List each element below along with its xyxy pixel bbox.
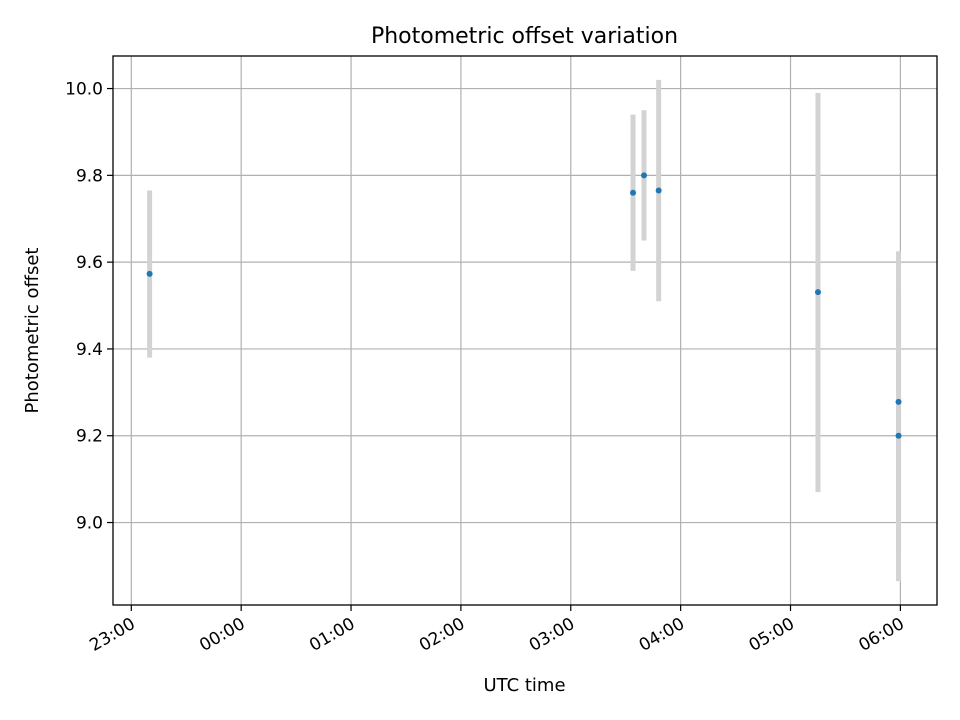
y-axis-label: Photometric offset [22,248,43,414]
x-axis-label: UTC time [483,675,565,696]
data-points [146,172,902,439]
y-tick-label: 9.2 [76,427,103,447]
x-tick-label: 04:00 [636,614,688,656]
y-tick-label: 9.4 [76,340,103,360]
data-point [814,289,821,296]
x-tick-label: 01:00 [306,614,358,656]
x-tick-label: 23:00 [86,614,138,656]
x-tick-label: 06:00 [855,614,907,656]
y-tick-label: 9.6 [76,253,103,273]
data-point [895,398,902,405]
data-point [630,189,637,196]
y-tick-label: 10.0 [65,80,103,100]
grid [113,56,937,605]
data-point [655,187,662,194]
x-tick-label: 03:00 [526,614,578,656]
x-tick-label: 02:00 [416,614,468,656]
y-axis-ticks: 9.0 9.2 9.4 9.6 9.8 10.0 [65,80,113,534]
x-axis-ticks: 23:00 00:00 01:00 02:00 03:00 04:00 05:00 06:00 [86,605,908,656]
error-bars [147,79,902,582]
x-tick-label: 00:00 [196,614,248,656]
data-point [641,172,648,179]
data-point [146,270,153,277]
plot-area [112,55,938,606]
chart-title: Photometric offset variation [371,24,678,49]
y-tick-label: 9.0 [76,514,103,534]
x-tick-label: 05:00 [746,614,798,656]
y-tick-label: 9.8 [76,166,103,186]
data-point [895,432,902,439]
